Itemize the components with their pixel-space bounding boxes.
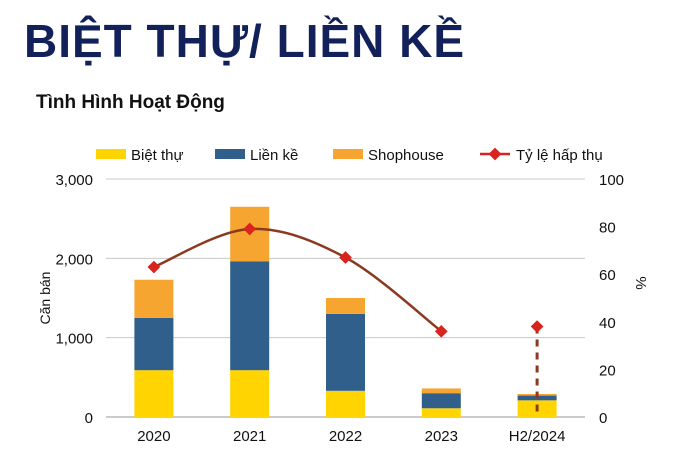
absorption-rate-line <box>153 227 443 333</box>
bar-biet-thu <box>326 390 365 417</box>
y-axis-title: Căn bán <box>37 272 53 325</box>
y2-tick-label: 80 <box>599 220 616 237</box>
y-tick-label: 0 <box>85 410 93 427</box>
y2-axis-title: % <box>632 276 649 289</box>
y2-tick-label: 40 <box>599 315 616 332</box>
bar-lien-ke <box>421 393 461 409</box>
bar-lien-ke <box>134 317 174 371</box>
legend-label-lien-ke: Liền kề <box>250 147 298 164</box>
absorption-rate-point <box>147 260 161 274</box>
y2-tick-label: 60 <box>599 267 616 284</box>
chart-subtitle: Tình Hình Hoạt Động <box>36 92 225 113</box>
legend-marker-ty-le <box>488 147 502 161</box>
bar-biet-thu <box>230 370 270 417</box>
x-tick-label: H2/2024 <box>509 428 566 445</box>
bar-lien-ke <box>230 261 270 371</box>
absorption-rate-point <box>339 251 352 264</box>
x-tick-label: 2023 <box>425 428 458 445</box>
legend-label-ty-le: Tỷ lệ hấp thụ <box>516 147 603 164</box>
y-tick-label: 2,000 <box>55 251 93 268</box>
y2-tick-label: 0 <box>599 410 607 427</box>
bar-lien-ke <box>326 313 365 391</box>
legend-swatch-shophouse <box>333 149 363 159</box>
absorption-rate-point <box>530 320 544 333</box>
absorption-rate-point <box>243 222 257 236</box>
legend-label-shophouse: Shophouse <box>368 147 444 164</box>
y2-tick-label: 20 <box>599 362 616 379</box>
y-tick-label: 1,000 <box>55 331 93 348</box>
x-tick-label: 2020 <box>137 428 170 445</box>
y-tick-label: 3,000 <box>55 172 93 189</box>
legend-swatch-biet-thu <box>96 149 126 159</box>
absorption-rate-point <box>434 324 448 338</box>
page-title: BIỆT THỰ/ LIỀN KỀ <box>24 15 466 67</box>
legend-label-biet-thu: Biệt thự <box>131 147 184 164</box>
x-tick-label: 2021 <box>233 428 266 445</box>
legend-swatch-lien-ke <box>215 149 245 159</box>
y2-tick-label: 100 <box>599 172 624 189</box>
bar-shophouse <box>421 388 461 394</box>
bar-shophouse <box>326 298 365 314</box>
x-tick-label: 2022 <box>329 428 362 445</box>
bar-biet-thu <box>134 370 174 417</box>
bar-shophouse <box>134 279 174 318</box>
bar-biet-thu <box>421 408 461 417</box>
